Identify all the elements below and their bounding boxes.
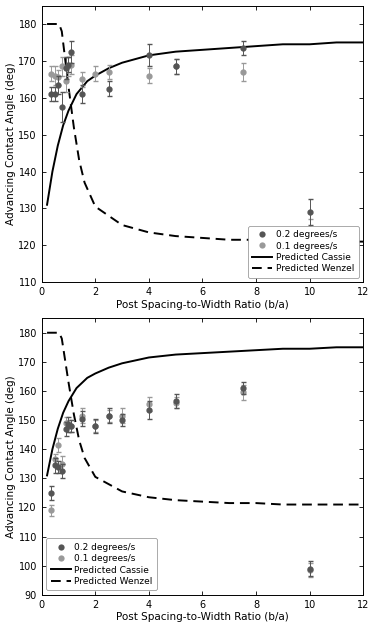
X-axis label: Post Spacing-to-Width Ratio (b/a): Post Spacing-to-Width Ratio (b/a) — [116, 612, 289, 622]
Legend: 0.2 degrees/s, 0.1 degrees/s, Predicted Cassie, Predicted Wenzel: 0.2 degrees/s, 0.1 degrees/s, Predicted … — [46, 538, 157, 590]
X-axis label: Post Spacing-to-Width Ratio (b/a): Post Spacing-to-Width Ratio (b/a) — [116, 300, 289, 310]
Y-axis label: Advancing Contact Angle (deg): Advancing Contact Angle (deg) — [6, 375, 15, 538]
Y-axis label: Advancing Contact Angle (deg): Advancing Contact Angle (deg) — [6, 63, 15, 225]
Legend: 0.2 degrees/s, 0.1 degrees/s, Predicted Cassie, Predicted Wenzel: 0.2 degrees/s, 0.1 degrees/s, Predicted … — [248, 226, 359, 278]
